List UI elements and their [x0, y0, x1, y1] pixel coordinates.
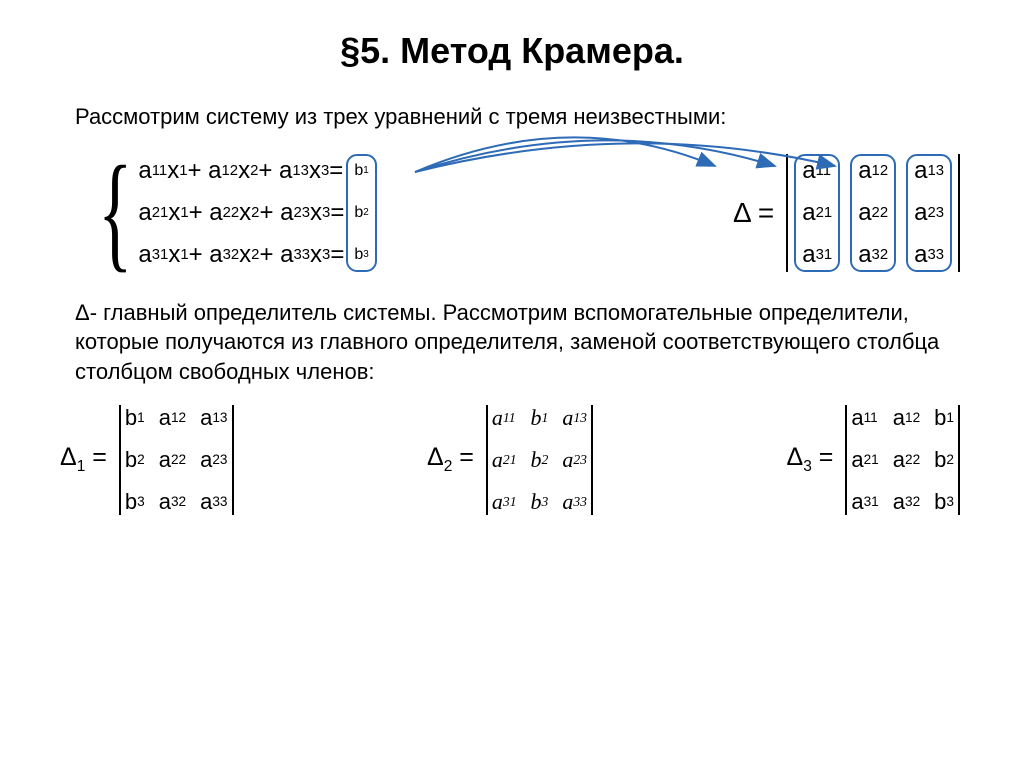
left-brace: {	[98, 154, 132, 271]
delta-label: Δ =	[733, 197, 774, 229]
matrix-cell: b2	[934, 447, 954, 473]
matrix-cell: a13	[914, 158, 944, 184]
matrix-cell: a33	[200, 489, 227, 515]
matrix-cell: a23	[562, 447, 587, 473]
matrix-column: a13 a23 a33	[562, 405, 587, 515]
det-bar-left	[786, 154, 788, 272]
matrix-cell: a31	[802, 242, 832, 268]
equation-row: a31x1 + a32x2 + a33x3 =	[138, 234, 344, 276]
aux-determinant: Δ3 = a11 a21 a31 a12 a22 a32 b1 b2 b3	[786, 405, 964, 515]
arrow-path	[415, 137, 715, 172]
matrix-cell: b3	[531, 489, 549, 515]
matrix-cell: a22	[858, 200, 888, 226]
aux-det-matrix: b1 b2 b3 a12 a22 a32 a13 a23 a33	[115, 405, 238, 515]
rhs-boxed-column: b1 b2 b3	[346, 154, 376, 272]
matrix-cell: a11	[802, 158, 832, 184]
matrix-column: b1 b2 b3	[934, 405, 954, 515]
matrix-cell: a12	[893, 405, 920, 431]
matrix-columns: b1 b2 b3 a12 a22 a32 a13 a23 a33	[125, 405, 228, 515]
arrow-path	[415, 140, 775, 172]
matrix-column: a12 a22 a32	[159, 405, 186, 515]
matrix-column: a11 a21 a31	[794, 154, 840, 272]
matrix-cell: a33	[562, 489, 587, 515]
matrix-cell: b1	[125, 405, 145, 431]
matrix-cell: a23	[914, 200, 944, 226]
matrix-columns: a11 a21 a31 b1 b2 b3 a13 a23 a33	[492, 405, 587, 515]
delta-determinant: Δ = a11 a21 a31 a12 a22 a32 a13 a23 a33	[733, 154, 964, 272]
matrix-cell: a11	[851, 405, 878, 431]
matrix-cell: b2	[125, 447, 145, 473]
matrix-cell: b1	[934, 405, 954, 431]
det-bar-right	[958, 405, 960, 515]
aux-det-matrix: a11 a21 a31 a12 a22 a32 b1 b2 b3	[841, 405, 964, 515]
matrix-column: a12 a22 a32	[850, 154, 896, 272]
matrix-cell: a32	[858, 242, 888, 268]
matrix-cell: a13	[562, 405, 587, 431]
matrix-cell: a33	[914, 242, 944, 268]
aux-determinant: Δ1 = b1 b2 b3 a12 a22 a32 a13 a23 a33	[60, 405, 238, 515]
page-title: §5. Метод Крамера.	[50, 30, 974, 72]
matrix-cell: a12	[159, 405, 186, 431]
matrix-cell: b1	[531, 405, 549, 431]
matrix-column: b1 b2 b3	[125, 405, 145, 515]
intro-paragraph: Рассмотрим систему из трех уравнений с т…	[75, 102, 949, 132]
matrix-cell: a32	[159, 489, 186, 515]
system-and-delta-row: { a11x1 + a12x2 + a13x3 = a21x1 + a22x2 …	[70, 150, 964, 276]
rhs-cell: b3	[354, 242, 368, 268]
matrix-cell: a31	[492, 489, 517, 515]
det-bar-left	[119, 405, 121, 515]
aux-det-label: Δ3 =	[786, 443, 833, 476]
equation-system: { a11x1 + a12x2 + a13x3 = a21x1 + a22x2 …	[70, 150, 379, 276]
matrix-cell: a22	[159, 447, 186, 473]
matrix-cell: a21	[851, 447, 878, 473]
det-bar-right	[958, 154, 960, 272]
matrix-column: a13 a23 a33	[200, 405, 227, 515]
matrix-cell: a22	[893, 447, 920, 473]
matrix-cell: a21	[802, 200, 832, 226]
matrix-column: a11 a21 a31	[851, 405, 878, 515]
rhs-cell: b2	[354, 200, 368, 226]
det-bar-right	[232, 405, 234, 515]
det-bar-left	[845, 405, 847, 515]
matrix-column: a11 a21 a31	[492, 405, 517, 515]
det-bar-right	[591, 405, 593, 515]
matrix-cell: b3	[934, 489, 954, 515]
det-bar-left	[486, 405, 488, 515]
matrix-cell: b3	[125, 489, 145, 515]
aux-determinant: Δ2 = a11 a21 a31 b1 b2 b3 a13 a23 a33	[427, 405, 597, 515]
aux-det-label: Δ2 =	[427, 443, 474, 476]
matrix-cell: a23	[200, 447, 227, 473]
rhs-cell: b1	[354, 158, 368, 184]
aux-det-matrix: a11 a21 a31 b1 b2 b3 a13 a23 a33	[482, 405, 597, 515]
matrix-cell: b2	[531, 447, 549, 473]
matrix-cell: a21	[492, 447, 517, 473]
equations: a11x1 + a12x2 + a13x3 = a21x1 + a22x2 + …	[138, 150, 344, 276]
matrix-column: b1 b2 b3	[531, 405, 549, 515]
matrix-cell: a12	[858, 158, 888, 184]
middle-paragraph: Δ- главный определитель системы. Рассмот…	[75, 298, 949, 387]
equation-row: a21x1 + a22x2 + a23x3 =	[138, 192, 344, 234]
matrix-cell: a13	[200, 405, 227, 431]
auxiliary-determinants-row: Δ1 = b1 b2 b3 a12 a22 a32 a13 a23 a33 Δ2 = a11 a21…	[60, 405, 964, 515]
matrix-cell: a31	[851, 489, 878, 515]
matrix-columns: a11 a21 a31 a12 a22 a32 b1 b2 b3	[851, 405, 954, 515]
matrix-column: a12 a22 a32	[893, 405, 920, 515]
matrix-column: a13 a23 a33	[906, 154, 952, 272]
matrix-cell: a11	[492, 405, 517, 431]
aux-det-label: Δ1 =	[60, 443, 107, 476]
delta-matrix: a11 a21 a31 a12 a22 a32 a13 a23 a33	[782, 154, 964, 272]
equation-row: a11x1 + a12x2 + a13x3 =	[138, 150, 344, 192]
matrix-cell: a32	[893, 489, 920, 515]
